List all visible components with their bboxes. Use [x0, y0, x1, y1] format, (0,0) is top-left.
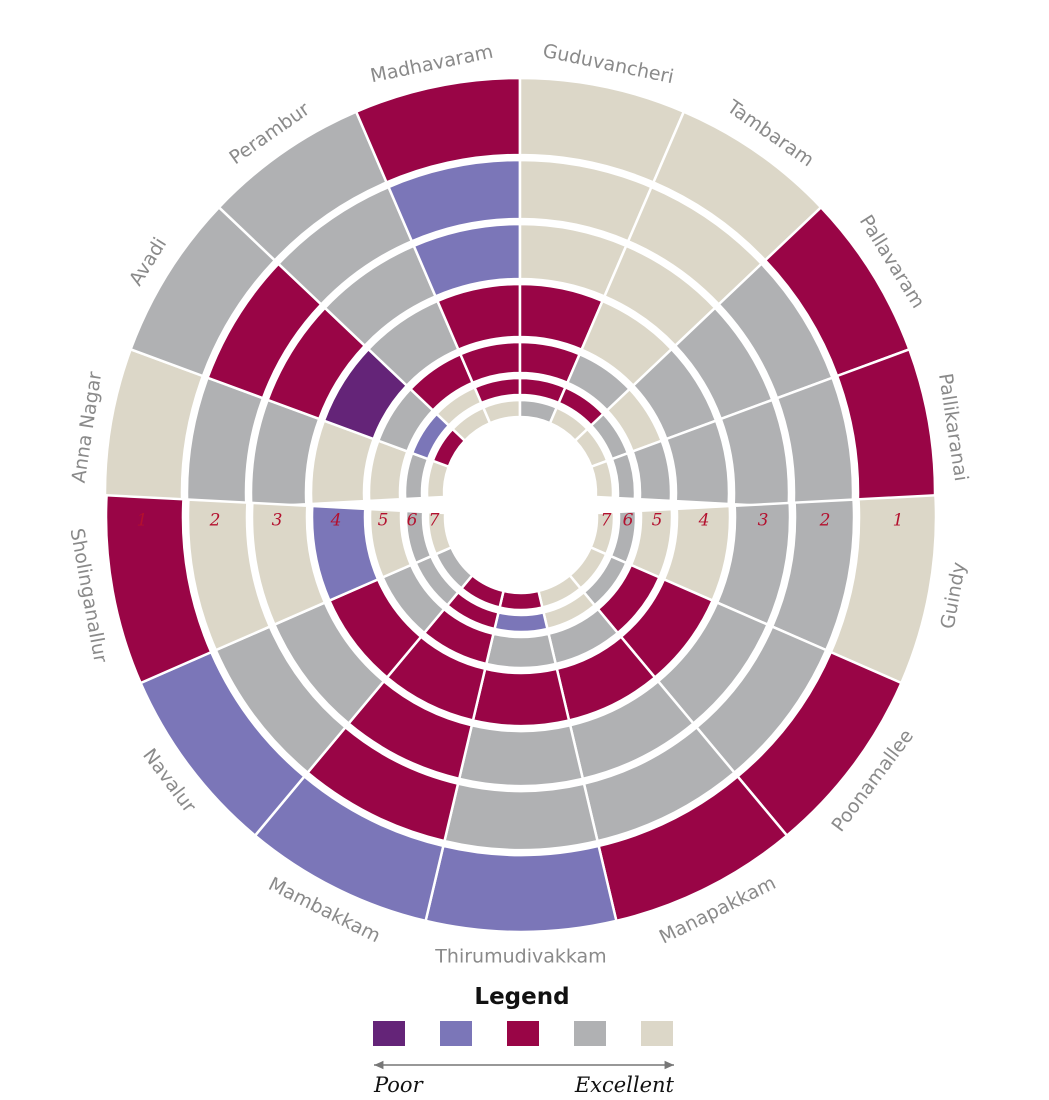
- ring-number-right-1: 1: [893, 511, 904, 531]
- top-ring-7-segment-4: [481, 398, 522, 425]
- bottom-ring-6-segment-7: [404, 509, 433, 565]
- top-half-rings: [103, 76, 937, 517]
- ring-number-right-7: 7: [601, 511, 612, 531]
- bottom-ring-7-segment-4: [498, 589, 544, 612]
- ring-number-left-4: 4: [330, 511, 342, 531]
- top-ring-5-segment-4: [458, 340, 522, 385]
- legend-swatch-2: [440, 1021, 472, 1046]
- location-label-thirumudivakkam: Thirumudivakkam: [434, 946, 606, 968]
- ring-number-left-6: 6: [407, 511, 418, 531]
- bottom-ring-5-segment-4: [484, 632, 558, 670]
- top-ring-3-segment-8: [719, 398, 791, 509]
- location-label-guindy: Guindy: [937, 560, 971, 630]
- bottom-ring-4-segment-7: [310, 504, 380, 603]
- bottom-half-rings: [104, 493, 938, 934]
- bottom-ring-2-segment-7: [186, 498, 272, 652]
- bottom-ring-7-segment-7: [426, 510, 453, 556]
- location-label-pallikaranai: Pallikaranai: [934, 372, 972, 483]
- legend-title: Legend: [474, 984, 569, 1010]
- ring-number-right-3: 3: [758, 511, 769, 531]
- ring-number-labels: 1 12 23 34 45 56 67 7: [137, 511, 904, 531]
- bottom-ring-3-segment-7: [250, 501, 327, 627]
- legend-swatches: [373, 1021, 673, 1046]
- bottom-ring-1-segment-7: [104, 493, 213, 685]
- legend: Legend Poor Excellent: [373, 984, 675, 1097]
- ring-number-right-6: 6: [623, 511, 634, 531]
- location-label-anna-nagar: Anna Nagar: [68, 370, 107, 484]
- ring-number-right-2: 2: [819, 511, 831, 531]
- top-ring-7-segment-8: [589, 459, 615, 500]
- bottom-ring-3-segment-4: [457, 723, 585, 788]
- bottom-ring-1-segment-4: [424, 844, 618, 934]
- ring-number-right-4: 4: [698, 511, 710, 531]
- bottom-ring-6-segment-4: [493, 610, 549, 634]
- top-ring-6-segment-1: [403, 451, 430, 501]
- bottom-ring-2-segment-4: [442, 782, 600, 852]
- ring-number-left-1: 1: [137, 511, 148, 531]
- top-ring-5-segment-8: [630, 439, 673, 503]
- legend-excellent-label: Excellent: [574, 1073, 675, 1097]
- ring-number-left-2: 2: [209, 511, 221, 531]
- location-label-sholinganallur: Sholinganallur: [65, 527, 111, 665]
- legend-swatch-3: [507, 1021, 539, 1046]
- legend-poor-label: Poor: [373, 1073, 425, 1097]
- ring-number-right-5: 5: [652, 511, 663, 531]
- legend-swatch-5: [641, 1021, 673, 1046]
- bottom-ring-4-segment-4: [471, 667, 571, 728]
- ring-number-left-5: 5: [378, 511, 389, 531]
- ring-number-left-7: 7: [429, 511, 440, 531]
- top-ring-6-segment-8: [610, 451, 637, 501]
- legend-swatch-4: [574, 1021, 606, 1046]
- top-ring-4-segment-8: [664, 419, 731, 506]
- legend-swatch-1: [373, 1021, 405, 1046]
- bottom-ring-5-segment-7: [368, 507, 413, 580]
- ring-number-left-3: 3: [272, 511, 283, 531]
